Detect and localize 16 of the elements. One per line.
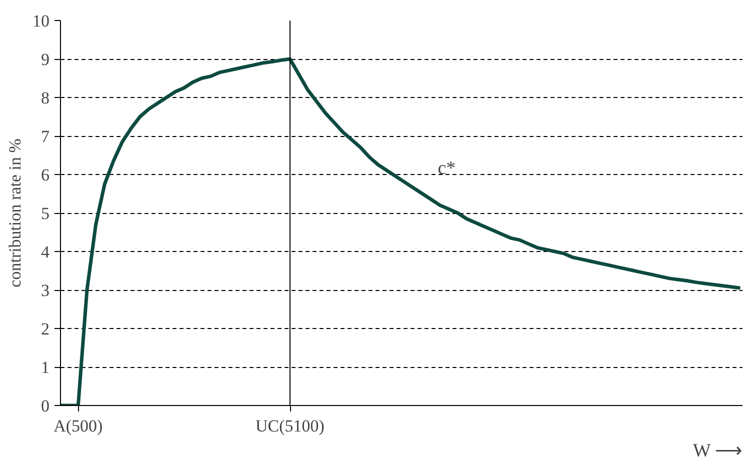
y-tick-label: 9	[41, 50, 50, 69]
y-tick-label: 1	[41, 358, 50, 377]
y-tick-label: 8	[41, 88, 50, 108]
y-tick-label: 10	[32, 12, 50, 30]
y-tick-label: 3	[41, 281, 50, 300]
y-tick-label: 7	[41, 127, 50, 146]
y-axis-title: contribution rate in %	[6, 138, 24, 288]
y-tick-label: 6	[41, 166, 50, 184]
x-axis-title: W ⟶	[692, 440, 742, 461]
y-tick-label: 0	[41, 396, 50, 416]
x-tick-label: A(500)	[54, 416, 103, 436]
annotation: c*	[438, 158, 456, 180]
y-tick-label: 5	[41, 204, 50, 223]
x-tick-label: UC(5100)	[256, 416, 324, 436]
y-tick-label: 4	[41, 242, 50, 262]
y-tick-label: 2	[41, 320, 50, 338]
